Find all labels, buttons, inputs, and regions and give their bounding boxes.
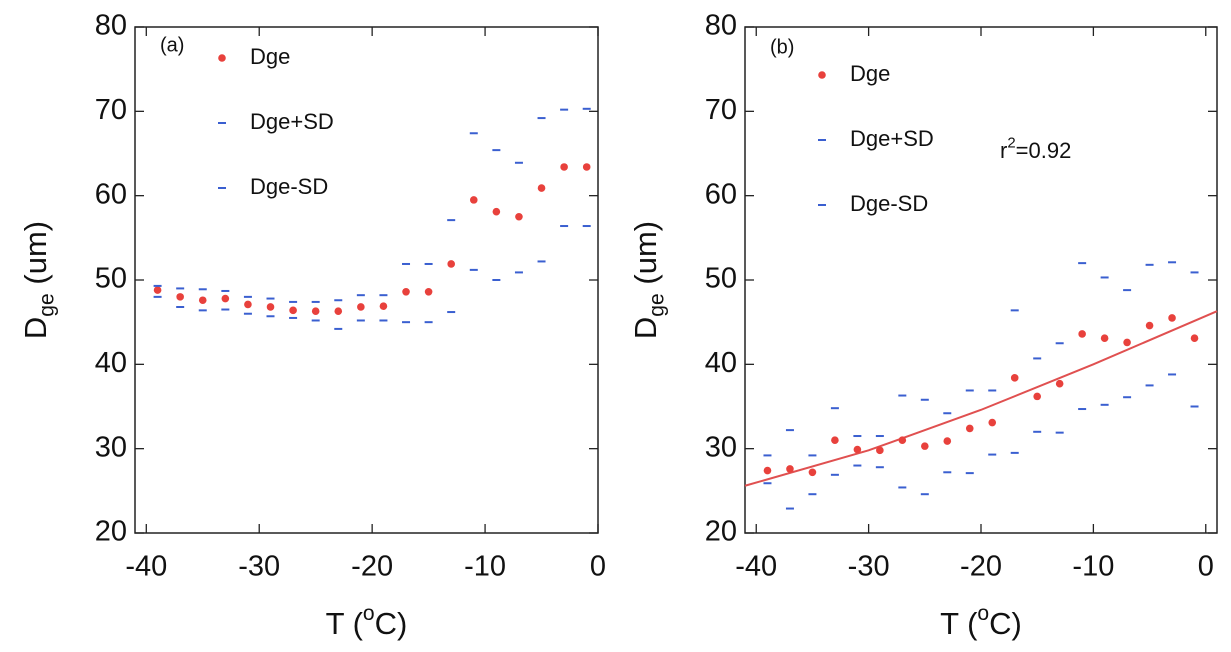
legend-marker: [218, 54, 226, 62]
label-part: C): [375, 606, 408, 641]
plot-frame: [134, 26, 599, 534]
data-point: [853, 445, 862, 454]
legend-marker: [818, 71, 826, 79]
data-point: [379, 302, 388, 310]
x-tick-label: -30: [238, 551, 280, 583]
data-point: [1145, 321, 1154, 330]
data-point: [582, 163, 591, 171]
x-tick-label: -20: [351, 551, 393, 583]
y-tick-label: 50: [705, 263, 737, 295]
label-part: ge: [645, 293, 668, 316]
legend-label: Dge: [850, 61, 890, 86]
data-point: [1190, 334, 1199, 342]
data-point: [876, 446, 884, 455]
data-point: [221, 294, 230, 303]
data-point: [965, 424, 974, 433]
legend-label: Dge-SD: [250, 174, 328, 199]
label-part: (um): [18, 221, 53, 293]
label-part: D: [628, 317, 663, 339]
label-part: (um): [628, 221, 663, 293]
y-axis-label: Dge (um): [628, 221, 668, 339]
data-point: [176, 293, 184, 301]
y-tick-label: 80: [95, 10, 127, 42]
data-point: [808, 468, 817, 477]
data-point: [469, 196, 478, 204]
data-point: [198, 296, 207, 305]
panel-label: (a): [160, 34, 184, 56]
data-point: [334, 307, 343, 316]
y-tick-label: 70: [705, 94, 737, 126]
y-tick-label: 30: [705, 431, 737, 463]
data-point: [153, 286, 162, 294]
data-point: [1078, 330, 1086, 338]
label-part: r: [1000, 138, 1007, 163]
data-point: [266, 303, 275, 311]
y-tick-label: 40: [705, 347, 737, 379]
x-tick-label: -40: [125, 551, 167, 583]
x-tick-label: -10: [464, 551, 506, 583]
x-tick-label: -20: [960, 551, 1002, 583]
y-tick-label: 60: [95, 178, 127, 210]
legend-label: Dge-SD: [850, 191, 928, 216]
data-point: [357, 303, 365, 311]
label-part: T (: [940, 606, 978, 641]
label-part: 2: [1007, 135, 1015, 152]
legend-label: Dge+SD: [850, 126, 934, 151]
label-part: o: [363, 602, 375, 625]
data-point: [1010, 374, 1019, 382]
data-point: [402, 288, 410, 296]
legend-label: Dge+SD: [250, 109, 334, 134]
data-point: [492, 207, 501, 216]
label-part: ge: [35, 293, 58, 316]
y-tick-label: 20: [705, 516, 737, 548]
fit-line: [744, 310, 1218, 487]
data-point: [831, 436, 839, 445]
data-point: [898, 436, 907, 445]
data-point: [1100, 334, 1109, 342]
data-point: [921, 442, 929, 450]
label-part: D: [18, 317, 53, 339]
panel-label: (b): [770, 36, 794, 58]
x-tick-label: -40: [735, 551, 777, 583]
label-part: T (: [326, 606, 364, 641]
y-tick-label: 80: [705, 10, 737, 42]
y-tick-label: 50: [95, 263, 127, 295]
data-point: [244, 300, 252, 309]
x-tick-label: 0: [1198, 551, 1214, 583]
label-part: o: [977, 602, 989, 625]
data-point: [1055, 379, 1064, 388]
data-point: [786, 465, 794, 473]
y-tick-label: 40: [95, 347, 127, 379]
data-point: [515, 212, 523, 221]
y-tick-label: 70: [95, 94, 127, 126]
x-axis-label: T (oC): [940, 602, 1022, 641]
label-part: C): [989, 606, 1022, 641]
data-point: [1123, 338, 1131, 347]
data-point: [1033, 392, 1041, 401]
data-point: [560, 163, 568, 171]
y-tick-label: 20: [95, 516, 127, 548]
data-point: [763, 466, 772, 475]
data-point: [537, 184, 546, 192]
data-point: [424, 288, 433, 296]
data-point: [1168, 314, 1176, 322]
annotation: r2=0.92: [1000, 135, 1071, 163]
plot-frame: [744, 26, 1218, 534]
data-point: [311, 307, 320, 316]
x-tick-label: -30: [848, 551, 890, 583]
data-point: [447, 260, 455, 268]
y-tick-label: 30: [95, 431, 127, 463]
label-part: =0.92: [1016, 138, 1072, 163]
data-point: [988, 418, 997, 427]
data-point: [289, 306, 297, 315]
y-axis-label: Dge (um): [18, 221, 58, 339]
data-point: [943, 437, 952, 445]
legend-label: Dge: [250, 44, 290, 69]
y-tick-label: 60: [705, 178, 737, 210]
x-tick-label: 0: [590, 551, 606, 583]
x-axis-label: T (oC): [326, 602, 408, 641]
x-tick-label: -10: [1072, 551, 1114, 583]
